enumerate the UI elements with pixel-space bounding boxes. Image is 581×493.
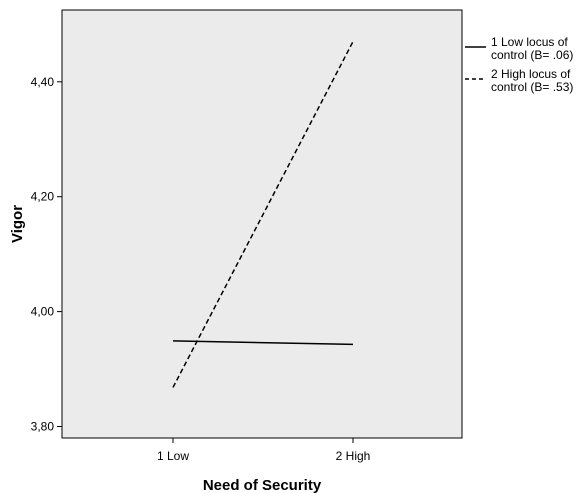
x-tick-label: 1 Low <box>157 449 189 463</box>
x-axis-title: Need of Security <box>203 477 322 493</box>
y-tick-label: 3,80 <box>31 420 55 434</box>
legend-label: 1 Low locus of <box>491 35 568 49</box>
y-tick-label: 4,20 <box>31 190 55 204</box>
series-line-high-locus <box>172 41 354 388</box>
legend-label: control (B= .53) <box>491 80 573 94</box>
y-axis-title: Vigor <box>9 205 26 243</box>
x-tick-label: 2 High <box>336 449 371 463</box>
y-tick-label: 4,40 <box>31 75 55 89</box>
legend-label: 2 High locus of <box>491 67 571 81</box>
series-line-low-locus <box>172 340 354 346</box>
y-axis: 3,80 4,00 4,20 4,40 <box>31 75 62 434</box>
series-lines <box>172 41 354 388</box>
x-axis: 1 Low 2 High <box>157 438 370 463</box>
legend-label: control (B= .06) <box>491 48 573 62</box>
y-tick-label: 4,00 <box>31 305 55 319</box>
plot-area <box>61 9 463 439</box>
